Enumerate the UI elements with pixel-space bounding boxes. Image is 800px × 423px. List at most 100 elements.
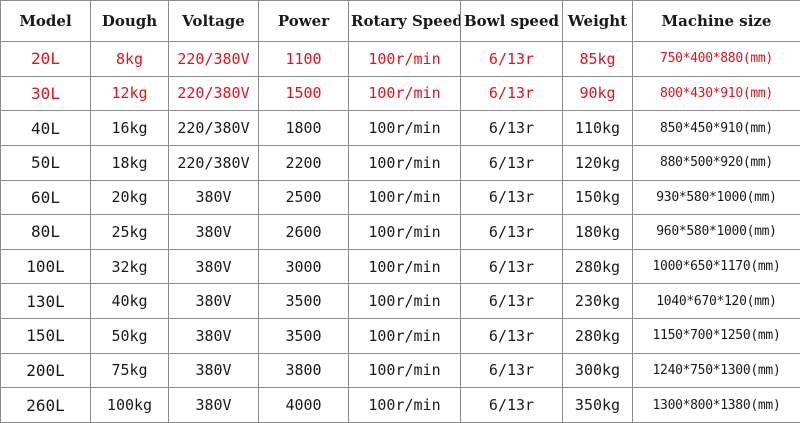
table-row: 50L 18kg 220/380V 2200 100r/min 6/13r 120kg 880… <box>0 144 800 181</box>
cell-dough: 25kg <box>90 214 169 250</box>
cell-machine-size: 880*500*920(mm) <box>632 144 800 181</box>
cell-voltage: 380V <box>168 283 259 319</box>
cell-dough: 16kg <box>90 110 169 146</box>
cell-machine-size: 850*450*910(mm) <box>632 110 800 146</box>
cell-machine-size: 1300*800*1380(mm) <box>632 387 800 423</box>
cell-voltage: 220/380V <box>168 144 259 181</box>
cell-rotary-speed: 100r/min <box>348 144 461 181</box>
cell-dough: 18kg <box>90 144 169 181</box>
cell-voltage: 380V <box>168 352 259 389</box>
cell-weight: 85kg <box>562 41 633 77</box>
cell-model: 130L <box>0 283 91 319</box>
cell-power: 2500 <box>258 179 349 216</box>
cell-power: 3500 <box>258 318 349 354</box>
cell-voltage: 380V <box>168 248 259 285</box>
cell-machine-size: 1240*750*1300(mm) <box>632 352 800 389</box>
cell-power: 1100 <box>258 41 349 77</box>
cell-weight: 180kg <box>562 214 633 250</box>
cell-voltage: 380V <box>168 179 259 216</box>
header-model: Model <box>0 0 91 42</box>
cell-model: 100L <box>0 248 91 285</box>
cell-power: 4000 <box>258 387 349 423</box>
cell-bowl-speed: 6/13r <box>460 110 563 146</box>
header-voltage: Voltage <box>168 0 259 42</box>
cell-machine-size: 1040*670*120(mm) <box>632 283 800 319</box>
cell-model: 260L <box>0 387 91 423</box>
cell-voltage: 380V <box>168 214 259 250</box>
cell-dough: 12kg <box>90 75 169 112</box>
table-row: 20L 8kg 220/380V 1100 100r/min 6/13r 85kg 750*4… <box>0 41 800 77</box>
cell-rotary-speed: 100r/min <box>348 352 461 389</box>
cell-power: 2200 <box>258 144 349 181</box>
cell-power: 1500 <box>258 75 349 112</box>
cell-bowl-speed: 6/13r <box>460 41 563 77</box>
cell-rotary-speed: 100r/min <box>348 318 461 354</box>
cell-voltage: 380V <box>168 318 259 354</box>
table-row: 200L 75kg 380V 3800 100r/min 6/13r 300kg 1240*7… <box>0 352 800 389</box>
cell-machine-size: 1150*700*1250(mm) <box>632 318 800 354</box>
cell-bowl-speed: 6/13r <box>460 318 563 354</box>
table-row: 260L 100kg 380V 4000 100r/min 6/13r 350kg 1300*… <box>0 387 800 423</box>
table-row: 80L 25kg 380V 2600 100r/min 6/13r 180kg 960*580… <box>0 214 800 250</box>
cell-voltage: 380V <box>168 387 259 423</box>
header-machine-size: Machine size <box>632 0 800 42</box>
header-weight: Weight <box>562 0 633 42</box>
cell-power: 1800 <box>258 110 349 146</box>
cell-model: 50L <box>0 144 91 181</box>
cell-power: 3000 <box>258 248 349 285</box>
table-row: 150L 50kg 380V 3500 100r/min 6/13r 280kg 1150*7… <box>0 318 800 354</box>
cell-bowl-speed: 6/13r <box>460 75 563 112</box>
table-row: 30L 12kg 220/380V 1500 100r/min 6/13r 90kg 800*… <box>0 75 800 112</box>
cell-power: 3800 <box>258 352 349 389</box>
table-row: 60L 20kg 380V 2500 100r/min 6/13r 150kg 930*580… <box>0 179 800 216</box>
cell-dough: 40kg <box>90 283 169 319</box>
cell-rotary-speed: 100r/min <box>348 179 461 216</box>
cell-rotary-speed: 100r/min <box>348 41 461 77</box>
cell-weight: 280kg <box>562 318 633 354</box>
cell-machine-size: 930*580*1000(mm) <box>632 179 800 216</box>
cell-weight: 90kg <box>562 75 633 112</box>
cell-model: 60L <box>0 179 91 216</box>
cell-bowl-speed: 6/13r <box>460 352 563 389</box>
cell-model: 150L <box>0 318 91 354</box>
cell-model: 40L <box>0 110 91 146</box>
cell-bowl-speed: 6/13r <box>460 179 563 216</box>
cell-model: 200L <box>0 352 91 389</box>
cell-weight: 350kg <box>562 387 633 423</box>
table-row: 100L 32kg 380V 3000 100r/min 6/13r 280kg 1000*6… <box>0 248 800 285</box>
cell-model: 80L <box>0 214 91 250</box>
cell-machine-size: 960*580*1000(mm) <box>632 214 800 250</box>
cell-rotary-speed: 100r/min <box>348 387 461 423</box>
cell-bowl-speed: 6/13r <box>460 144 563 181</box>
cell-voltage: 220/380V <box>168 110 259 146</box>
cell-dough: 20kg <box>90 179 169 216</box>
cell-weight: 150kg <box>562 179 633 216</box>
cell-dough: 8kg <box>90 41 169 77</box>
cell-weight: 120kg <box>562 144 633 181</box>
cell-dough: 32kg <box>90 248 169 285</box>
cell-rotary-speed: 100r/min <box>348 75 461 112</box>
cell-power: 2600 <box>258 214 349 250</box>
cell-model: 30L <box>0 75 91 112</box>
table-row: 40L 16kg 220/380V 1800 100r/min 6/13r 110kg 850… <box>0 110 800 146</box>
cell-rotary-speed: 100r/min <box>348 110 461 146</box>
cell-rotary-speed: 100r/min <box>348 214 461 250</box>
table-row: 130L 40kg 380V 3500 100r/min 6/13r 230kg 1040*6… <box>0 283 800 319</box>
cell-machine-size: 750*400*880(mm) <box>632 41 800 77</box>
cell-weight: 280kg <box>562 248 633 285</box>
cell-machine-size: 1000*650*1170(mm) <box>632 248 800 285</box>
cell-dough: 75kg <box>90 352 169 389</box>
cell-bowl-speed: 6/13r <box>460 248 563 285</box>
cell-bowl-speed: 6/13r <box>460 283 563 319</box>
cell-weight: 300kg <box>562 352 633 389</box>
cell-voltage: 220/380V <box>168 75 259 112</box>
cell-dough: 50kg <box>90 318 169 354</box>
cell-voltage: 220/380V <box>168 41 259 77</box>
cell-bowl-speed: 6/13r <box>460 214 563 250</box>
cell-bowl-speed: 6/13r <box>460 387 563 423</box>
cell-machine-size: 800*430*910(mm) <box>632 75 800 112</box>
cell-weight: 230kg <box>562 283 633 319</box>
header-power: Power <box>258 0 349 42</box>
cell-rotary-speed: 100r/min <box>348 283 461 319</box>
